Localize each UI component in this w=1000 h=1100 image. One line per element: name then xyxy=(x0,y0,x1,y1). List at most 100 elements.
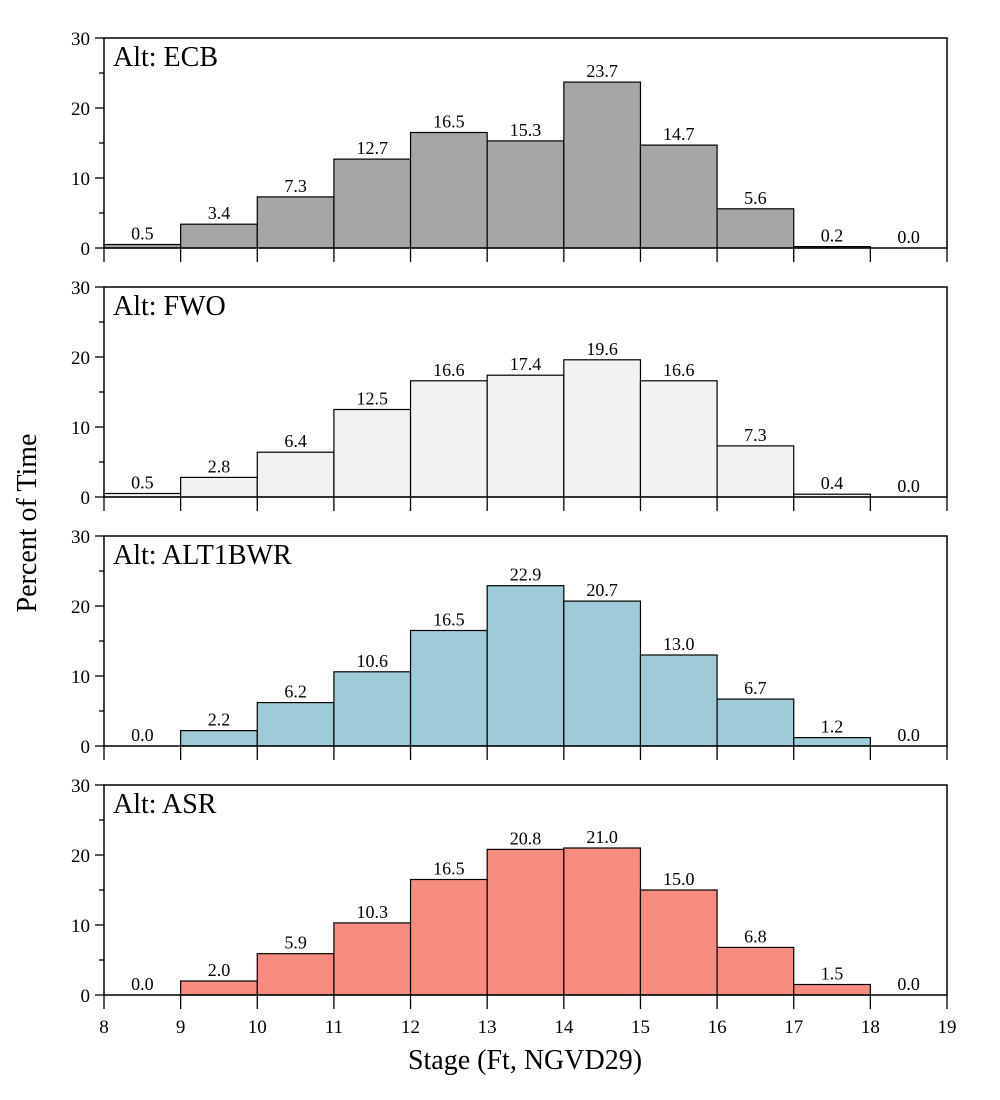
histogram-bar xyxy=(716,698,795,747)
histogram-bar xyxy=(180,980,258,996)
y-tick-label: 20 xyxy=(71,846,90,867)
x-tick-label: 15 xyxy=(631,1017,650,1038)
histogram-bar xyxy=(180,729,258,747)
bar-data-label: 7.3 xyxy=(284,176,307,196)
y-tick-label: 0 xyxy=(81,737,91,758)
histogram-bar xyxy=(180,223,258,249)
histogram-bar xyxy=(639,654,718,747)
y-tick-label: 30 xyxy=(71,278,90,299)
bar-data-label: 2.2 xyxy=(208,710,231,730)
bar-data-label: 16.5 xyxy=(433,859,465,879)
histogram-bar xyxy=(793,983,871,996)
y-tick-label: 10 xyxy=(71,667,90,688)
histogram-bar xyxy=(256,451,335,498)
histogram-bar xyxy=(409,629,488,747)
histogram-bar xyxy=(639,144,718,249)
bar-data-label: 0.5 xyxy=(131,224,154,244)
bar-data-label: 12.7 xyxy=(356,138,388,158)
y-tick-label: 30 xyxy=(71,29,90,50)
histogram-bar xyxy=(333,922,412,996)
bar-data-label: 10.3 xyxy=(356,902,388,922)
bar-data-label: 10.6 xyxy=(356,651,388,671)
histogram-bar xyxy=(563,600,642,747)
bar-data-label: 6.2 xyxy=(284,682,307,702)
x-tick-label: 13 xyxy=(478,1017,497,1038)
bar-data-label: 7.3 xyxy=(744,425,767,445)
histogram-bar xyxy=(563,359,642,498)
bar-data-label: 2.8 xyxy=(208,456,231,476)
x-tick-label: 8 xyxy=(99,1017,109,1038)
x-tick-label: 16 xyxy=(708,1017,727,1038)
bar-data-label: 1.2 xyxy=(821,717,844,737)
bar-data-label: 0.0 xyxy=(131,974,154,994)
x-tick-label: 14 xyxy=(554,1017,574,1038)
bar-data-label: 0.0 xyxy=(897,974,920,994)
bar-data-label: 20.7 xyxy=(586,580,618,600)
bar-data-label: 22.9 xyxy=(510,565,542,585)
chart-panel: 0.0 2.0 5.9 10.3 16.5 20.8 21.0 15.0 6.8 1.5 0.0 0 1… xyxy=(71,776,957,1038)
histogram-bar xyxy=(639,889,718,996)
histogram-bar xyxy=(486,848,565,996)
histogram-bar xyxy=(639,380,718,498)
chart-panel: 0.0 2.2 6.2 10.6 16.5 22.9 20.7 13.0 6.7 1.2 0.0 0 1… xyxy=(71,527,948,760)
histogram-bar xyxy=(333,671,412,747)
bar-data-label: 1.5 xyxy=(821,964,844,984)
bar-data-label: 21.0 xyxy=(586,827,618,847)
chart-panel: 0.5 3.4 7.3 12.7 16.5 15.3 23.7 14.7 5.6 0.2 0.0 0 1… xyxy=(71,29,948,262)
x-tick-label: 9 xyxy=(176,1017,186,1038)
histogram-bar xyxy=(563,847,642,996)
bar-data-label: 16.6 xyxy=(663,360,695,380)
histogram-bar xyxy=(333,408,412,498)
y-tick-label: 20 xyxy=(71,597,90,618)
panel-title: Alt: ASR xyxy=(113,789,217,820)
bar-data-label: 0.0 xyxy=(131,725,154,745)
bar-data-label: 5.6 xyxy=(744,188,767,208)
histogram-bar xyxy=(180,476,258,498)
bar-data-label: 14.7 xyxy=(663,124,695,144)
bar-data-label: 6.4 xyxy=(284,431,307,451)
bar-data-label: 15.3 xyxy=(510,120,542,140)
histogram-bar xyxy=(486,140,565,249)
y-tick-label: 20 xyxy=(71,348,90,369)
histogram-bar xyxy=(716,946,795,996)
bar-data-label: 6.8 xyxy=(744,926,767,946)
bar-data-label: 16.5 xyxy=(433,610,465,630)
histogram-bar xyxy=(563,81,642,249)
histogram-bar xyxy=(486,374,565,498)
bar-data-label: 23.7 xyxy=(586,61,618,81)
x-tick-label: 12 xyxy=(401,1017,420,1038)
bar-data-label: 17.4 xyxy=(510,354,542,374)
histogram-bar xyxy=(409,131,488,249)
panel-title: Alt: FWO xyxy=(113,291,226,322)
histogram-bar xyxy=(409,380,488,498)
histogram-bar xyxy=(716,445,795,498)
bar-data-label: 0.4 xyxy=(821,473,844,493)
histogram-bar xyxy=(256,196,335,249)
panel-title: Alt: ALT1BWR xyxy=(113,540,292,571)
y-tick-label: 30 xyxy=(71,776,90,797)
y-tick-label: 10 xyxy=(71,916,90,937)
y-tick-label: 0 xyxy=(81,488,91,509)
bar-data-label: 12.5 xyxy=(356,389,388,409)
y-tick-label: 30 xyxy=(71,527,90,548)
histogram-bar xyxy=(486,585,565,747)
bar-data-label: 0.0 xyxy=(897,476,920,496)
y-tick-label: 10 xyxy=(71,418,90,439)
bar-data-label: 13.0 xyxy=(663,634,695,654)
y-tick-label: 10 xyxy=(71,169,90,190)
bar-data-label: 6.7 xyxy=(744,678,767,698)
y-tick-label: 0 xyxy=(81,986,91,1007)
chart-panel: 0.5 2.8 6.4 12.5 16.6 17.4 19.6 16.6 7.3 0.4 0.0 0 1… xyxy=(71,278,948,511)
bar-data-label: 16.6 xyxy=(433,360,465,380)
histogram-bar xyxy=(256,953,335,996)
x-tick-label: 10 xyxy=(248,1017,267,1038)
panel-title: Alt: ECB xyxy=(113,42,218,73)
histogram-bar xyxy=(409,878,488,996)
histogram-bar xyxy=(793,736,871,747)
bar-data-label: 20.8 xyxy=(510,828,542,848)
bar-data-label: 0.2 xyxy=(821,226,844,246)
x-tick-label: 18 xyxy=(861,1017,880,1038)
x-tick-label: 17 xyxy=(784,1017,803,1038)
bar-data-label: 5.9 xyxy=(284,933,307,953)
